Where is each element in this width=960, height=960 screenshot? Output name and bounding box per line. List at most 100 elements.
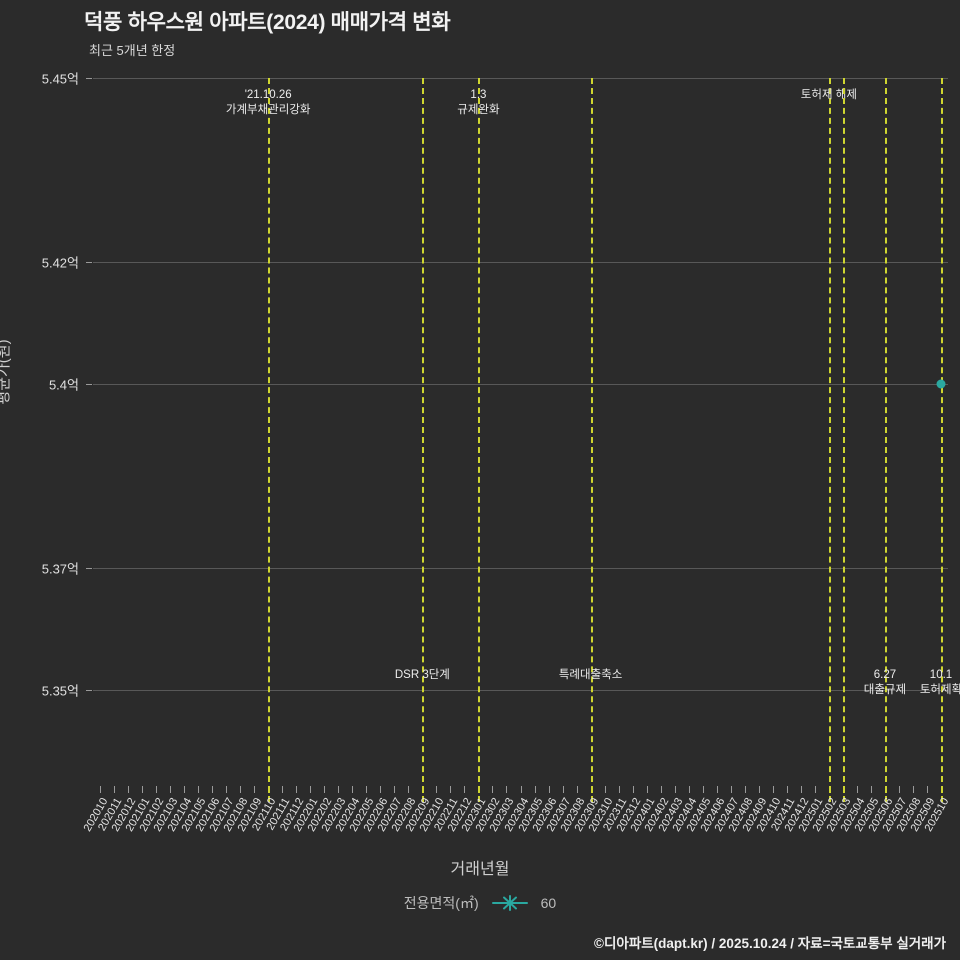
y-axis-tick — [86, 384, 92, 385]
x-axis-tick — [772, 786, 774, 793]
event-label-ev4: 특례대출축소 — [559, 668, 622, 683]
x-axis-tick — [422, 786, 425, 793]
x-axis-tick — [352, 786, 354, 793]
event-label-ev3: 1.3 규제완화 — [457, 88, 499, 118]
x-axis-tick — [296, 786, 298, 793]
y-axis-title: 평균가(원) — [0, 339, 12, 405]
x-axis-tick — [856, 786, 858, 793]
event-line-ev4 — [590, 78, 593, 802]
x-axis-tick — [702, 786, 704, 793]
y-axis-tick — [86, 567, 92, 569]
x-axis-tick — [800, 786, 802, 793]
x-axis-tick — [926, 786, 928, 793]
x-axis-tick — [590, 786, 593, 793]
event-label-ev5: 토허제 해제 — [801, 88, 857, 103]
event-date: '21.10.26 — [244, 89, 292, 101]
x-axis-tick — [212, 786, 214, 793]
x-axis-tick — [436, 786, 438, 793]
x-axis-tick — [758, 786, 760, 793]
data-point[interactable] — [936, 379, 946, 389]
x-axis-tick — [898, 786, 900, 793]
event-label-ev8: 10.1 토허제확 — [920, 668, 960, 698]
x-axis-tick — [884, 786, 887, 793]
x-axis-tick — [170, 786, 172, 793]
y-axis-tick — [86, 690, 92, 691]
y-axis-tick — [86, 261, 92, 263]
event-line-ev6 — [842, 78, 845, 802]
legend-title: 전용면적(㎡) — [403, 895, 479, 911]
x-axis-tick — [268, 786, 271, 793]
page-subtitle: 최근 5개년 한정 — [89, 43, 176, 58]
x-axis-tick — [100, 786, 101, 793]
event-line-ev1 — [268, 78, 271, 802]
event-date: 10.1 — [929, 669, 953, 681]
x-axis-tick — [632, 786, 634, 793]
event-name: 토허제확 — [919, 684, 960, 696]
x-axis-title: 거래년월 — [450, 861, 510, 878]
event-line-ev3 — [478, 78, 481, 802]
footer: ©디아파트(dapt.kr) / 2025.10.24 / 자료=국토교통부 실… — [0, 932, 960, 952]
y-gridline — [93, 690, 948, 691]
x-axis-tick — [380, 786, 382, 793]
x-axis-tick — [941, 786, 943, 793]
x-axis-tick — [604, 786, 606, 793]
x-axis-tick — [674, 786, 676, 793]
y-axis-label: 5.35억 — [41, 683, 79, 699]
x-axis-tick — [576, 786, 578, 793]
x-axis-tick — [730, 786, 732, 793]
plot-area: 5.45억 5.42억 5.4억 5.37억 5.35억 '21.10.26 가계부채관리강… — [42, 72, 960, 802]
y-axis-tick — [86, 78, 92, 79]
x-axis-tick — [198, 786, 200, 793]
y-axis-label: 5.4억 — [48, 377, 79, 393]
page-title: 덕풍 하우스원 아파트(2024) 매매가격 변화 — [84, 11, 451, 34]
x-axis-tick — [142, 786, 144, 793]
y-axis-label: 5.42억 — [41, 255, 79, 271]
event-name: DSR 3단계 — [394, 669, 450, 681]
x-axis-tick — [254, 786, 256, 793]
x-axis-tick — [688, 786, 690, 793]
x-axis-tick — [464, 786, 466, 793]
event-date: 6.27 — [873, 669, 897, 681]
legend: 전용면적(㎡) 60 — [0, 893, 960, 913]
x-axis: 202010 202011 202012 202101 202102 202103 2021… — [82, 690, 951, 834]
y-gridline — [93, 78, 948, 79]
footer-text: ©디아파트(dapt.kr) / 2025.10.24 / 자료=국토교통부 실… — [594, 936, 946, 951]
x-axis-tick — [394, 786, 396, 793]
x-axis-tick — [660, 786, 662, 793]
x-axis-tick — [366, 786, 368, 793]
x-axis-tick — [240, 786, 242, 793]
event-label-ev7: 6.27 대출규제 — [864, 668, 906, 698]
event-date: 1.3 — [470, 89, 487, 101]
event-name: 토허제 해제 — [800, 89, 857, 101]
x-axis-tick — [478, 786, 481, 793]
x-axis-tick — [842, 786, 845, 793]
x-axis-tick — [226, 786, 228, 793]
x-axis-tick — [744, 786, 746, 793]
x-axis-tick — [562, 786, 564, 793]
asterisk-marker-icon — [489, 895, 531, 911]
event-label-ev1: '21.10.26 가계부채관리강화 — [226, 88, 311, 118]
x-axis-tick — [338, 786, 340, 793]
x-axis-tick — [310, 786, 312, 793]
y-gridline — [93, 567, 948, 569]
x-axis-tick — [324, 786, 326, 793]
x-axis-tick — [548, 786, 550, 793]
y-axis-label: 5.45억 — [41, 71, 79, 87]
x-axis-tick — [128, 786, 130, 793]
x-axis-tick — [716, 786, 718, 793]
x-axis-tick — [912, 786, 914, 793]
event-line-ev8 — [941, 78, 943, 802]
x-axis-tick — [520, 786, 522, 793]
x-axis-tick — [814, 786, 816, 793]
x-axis-tick — [492, 786, 494, 793]
event-name: 규제완화 — [457, 104, 500, 116]
x-axis-tick — [534, 786, 536, 793]
y-gridline — [93, 261, 948, 263]
x-axis-tick — [184, 786, 186, 793]
x-axis-tick — [618, 786, 620, 793]
x-axis-tick — [156, 786, 158, 793]
event-line-ev5 — [828, 78, 831, 802]
x-axis-tick — [828, 786, 831, 793]
event-line-ev2 — [422, 78, 425, 802]
